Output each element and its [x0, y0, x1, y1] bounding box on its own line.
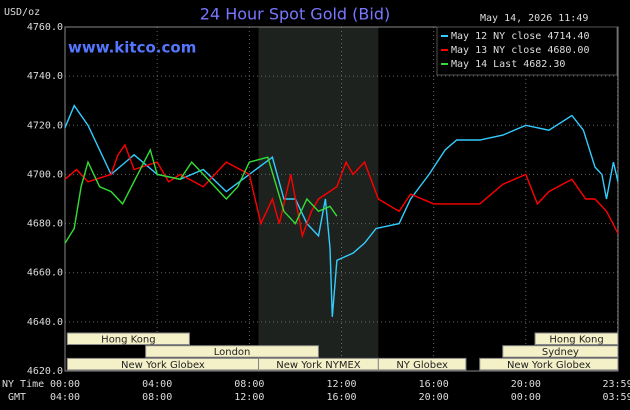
timestamp: May 14, 2026 11:49 [480, 13, 588, 24]
session-bar [66, 332, 190, 345]
session-label: New York NYMEX [276, 360, 361, 371]
x2-tick-label: 12:00 [234, 392, 264, 403]
x-tick-label: 12:00 [326, 379, 356, 390]
legend-label: May 12 NY close 4714.40 [451, 31, 589, 42]
x-label: NY Time [2, 379, 44, 390]
x2-tick-label: 20:00 [419, 392, 449, 403]
session-label: Hong Kong [549, 335, 603, 346]
x-tick-label: 20:00 [511, 379, 541, 390]
x-tick-label: 16:00 [419, 379, 449, 390]
x2-tick-label: 03:59 [602, 392, 630, 403]
session-label: NY Globex [396, 360, 448, 371]
y-tick-label: 4700.0 [27, 169, 63, 180]
series-line [64, 104, 619, 317]
x-tick-label: 04:00 [142, 379, 172, 390]
session-bar [145, 345, 319, 358]
x-tick-label: 23:59 [602, 379, 630, 390]
legend-box [436, 26, 618, 76]
session-label: Hong Kong [101, 335, 155, 346]
plot-frame [64, 26, 619, 372]
y-tick-label: 4740.0 [27, 71, 63, 82]
x2-tick-label: 00:00 [511, 392, 541, 403]
y-label: USD/oz [4, 7, 40, 18]
session-bar [377, 357, 467, 371]
x2-tick-label: 04:00 [50, 392, 80, 403]
x-tick-label: 08:00 [234, 379, 264, 390]
y-tick-label: 4680.0 [27, 219, 63, 230]
session-label: London [214, 347, 251, 358]
series-line [64, 143, 619, 239]
y-tick-label: 4620.0 [27, 366, 63, 377]
legend-label: May 14 Last 4682.30 [451, 59, 565, 70]
session-label: New York Globex [121, 360, 205, 371]
legend-label: May 13 NY close 4680.00 [451, 45, 589, 56]
series-line [64, 147, 338, 244]
x2-tick-label: 08:00 [142, 392, 172, 403]
y-tick-label: 4720.0 [27, 120, 63, 131]
chart-title: 24 Hour Spot Gold (Bid) [200, 5, 390, 24]
source: www.kitco.com [68, 39, 196, 57]
session-bar [502, 345, 619, 358]
x2-label: GMT [8, 392, 26, 403]
y-tick-label: 4660.0 [27, 268, 63, 279]
session-bar [534, 332, 619, 345]
session-bar [479, 357, 619, 371]
session-label: New York Globex [507, 360, 591, 371]
y-tick-label: 4760.0 [27, 22, 63, 33]
y-tick-label: 4640.0 [27, 317, 63, 328]
session-label: Sydney [542, 347, 579, 358]
x2-tick-label: 16:00 [326, 392, 356, 403]
x-tick-label: 00:00 [50, 379, 80, 390]
